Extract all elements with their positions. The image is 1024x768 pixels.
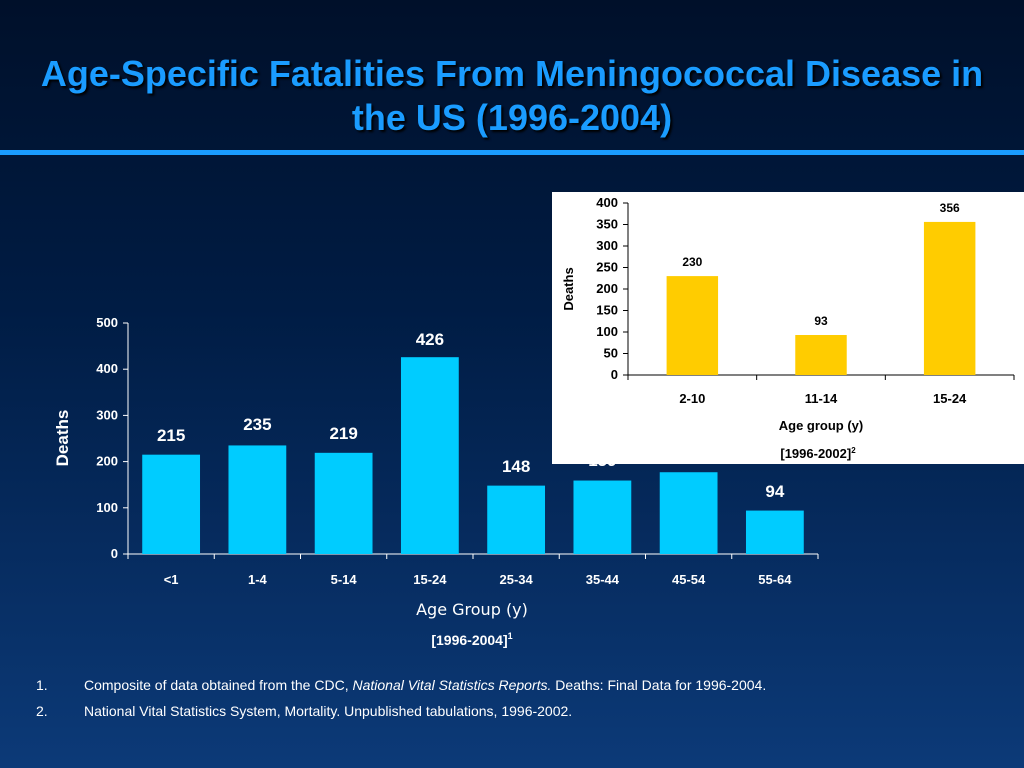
slide-title-line-1: Age-Specific Fatalities From Meningococc… (40, 53, 984, 94)
main-chart-data-label: 426 (416, 330, 444, 349)
footnote-1-italic: National Vital Statistics Reports. (352, 677, 552, 693)
slide-title: Age-Specific Fatalities From Meningococc… (0, 52, 1024, 140)
main-chart-note: [1996-2004]1 (431, 631, 512, 648)
inset-bar-chart: 0 50 100 150 200 250 300 350 400 230 2-10 93 11-14 35… (596, 195, 1015, 406)
main-chart-bar (659, 472, 718, 554)
inset-chart-bar (666, 276, 719, 375)
inset-chart-y-tick-label: 300 (596, 238, 618, 253)
inset-chart-data-label: 93 (814, 314, 828, 328)
main-chart-data-label: 94 (765, 482, 784, 501)
inset-chart-note-text: [1996-2002] (780, 446, 851, 461)
title-divider (0, 150, 1024, 155)
footnote-1-post: Deaths: Final Data for 1996-2004. (551, 677, 767, 693)
footnote-1-text: Composite of data obtained from the CDC,… (84, 672, 766, 698)
main-chart-note-sup: 1 (508, 631, 513, 641)
main-chart-category-label: 1-4 (248, 572, 268, 587)
inset-chart-category-label: 15-24 (933, 391, 967, 406)
inset-chart-ylabel: Deaths (561, 267, 576, 310)
footnote-1-number: 1. (36, 677, 48, 693)
main-chart-ylabel: Deaths (53, 410, 72, 467)
main-chart-data-label: 215 (157, 426, 185, 445)
inset-chart-xlabel: Age group (y) (779, 418, 864, 433)
main-chart-data-label: 148 (502, 457, 530, 476)
main-chart-bar (314, 452, 373, 554)
inset-chart-y-tick-label: 400 (596, 195, 618, 210)
main-chart-data-label: 235 (243, 415, 271, 434)
inset-chart-y-tick-label: 0 (611, 367, 618, 382)
main-chart-y-tick-label: 0 (111, 546, 118, 561)
main-chart-y-tick-label: 400 (96, 361, 118, 376)
slide-title-line-2: the US (1996-2004) (351, 97, 673, 138)
main-chart-bar (142, 454, 201, 554)
inset-chart-category-label: 2-10 (679, 391, 705, 406)
main-chart-bar (228, 445, 287, 554)
main-chart-bar (400, 357, 459, 554)
footnote-1-pre: Composite of data obtained from the CDC, (84, 677, 353, 693)
inset-chart-data-label: 230 (682, 255, 702, 269)
footnote-1: 1. Composite of data obtained from the C… (36, 672, 996, 698)
footnote-2: 2. National Vital Statistics System, Mor… (36, 698, 996, 724)
main-chart-data-label: 159 (588, 451, 616, 470)
main-chart-category-label: 5-14 (331, 572, 358, 587)
main-bar-chart: 0100200300400500215<12351-42195-1442615-… (96, 315, 819, 587)
footnote-2-number: 2. (36, 703, 48, 719)
main-chart-note-text: [1996-2004] (431, 632, 507, 648)
main-chart-category-label: <1 (164, 572, 179, 587)
main-chart-category-label: 55-64 (758, 572, 792, 587)
inset-chart-bar (795, 335, 847, 375)
inset-chart-y-tick-label: 350 (596, 217, 618, 232)
main-chart-xlabel: Age Group (y) (416, 600, 528, 619)
footnote-2-text: National Vital Statistics System, Mortal… (84, 703, 573, 719)
main-chart-category-label: 25-34 (500, 572, 534, 587)
main-chart-category-label: 15-24 (413, 572, 447, 587)
main-chart-y-tick-label: 500 (96, 315, 118, 330)
main-chart-y-tick-label: 100 (96, 500, 118, 515)
inset-chart-y-tick-label: 200 (596, 281, 618, 296)
main-chart-bar (487, 485, 546, 554)
main-chart-data-label: 177 (674, 444, 702, 463)
inset-chart-note: [1996-2002]2 (780, 446, 856, 461)
footnotes: 1. Composite of data obtained from the C… (36, 672, 996, 724)
inset-chart-category-label: 11-14 (805, 391, 838, 406)
main-chart-y-tick-label: 200 (96, 454, 118, 469)
main-chart-y-tick-label: 300 (96, 407, 118, 422)
main-chart-category-label: 35-44 (586, 572, 620, 587)
main-chart-bar (745, 510, 804, 554)
inset-chart-data-label: 356 (940, 201, 960, 215)
inset-chart-y-tick-label: 100 (596, 324, 618, 339)
inset-chart-y-tick-label: 250 (596, 260, 618, 275)
inset-chart-bar (923, 221, 976, 375)
inset-chart-note-sup: 2 (851, 446, 856, 455)
inset-chart-y-tick-label: 50 (604, 346, 618, 361)
main-chart-category-label: 45-54 (672, 572, 706, 587)
main-chart-data-label: 219 (329, 424, 357, 443)
main-chart-bar (573, 480, 632, 554)
inset-chart-y-tick-label: 150 (596, 303, 618, 318)
